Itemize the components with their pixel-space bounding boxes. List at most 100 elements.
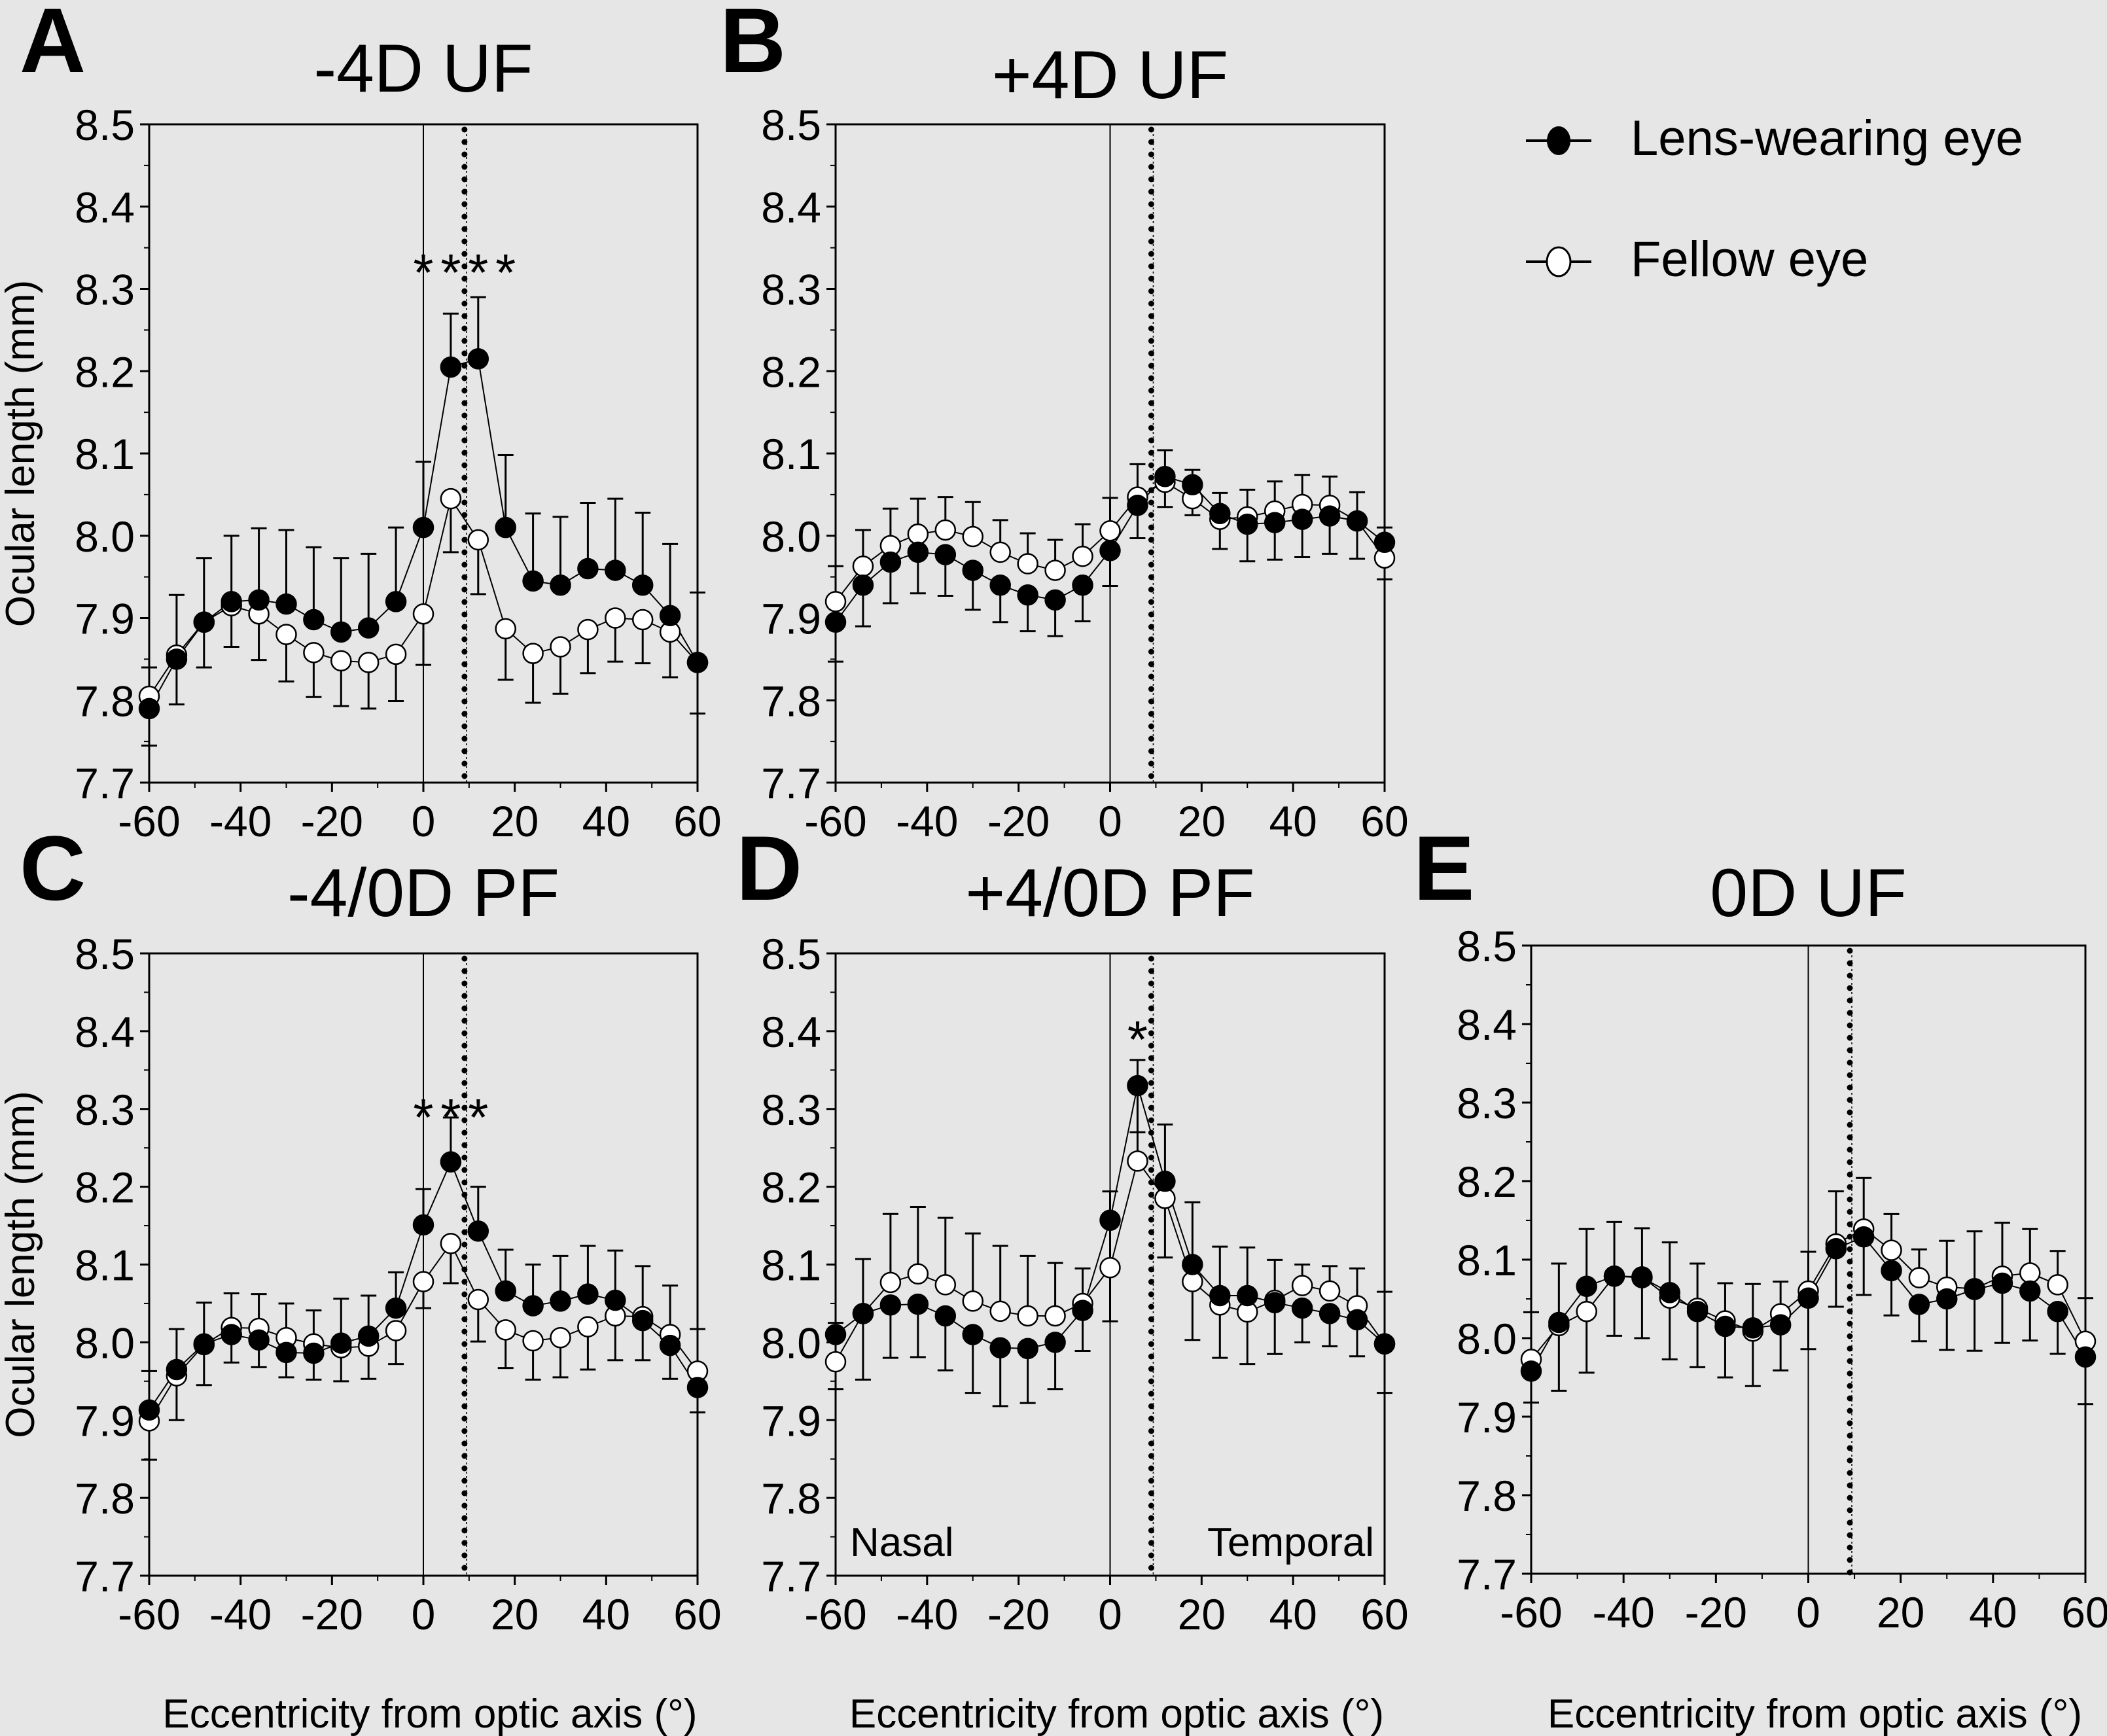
y-tick-label: 8.0 [1457, 1315, 1517, 1363]
data-point-fellow [1044, 1305, 1066, 1327]
data-point-lens [357, 617, 380, 639]
y-tick-label: 8.1 [75, 1241, 135, 1290]
panel-letter: D [736, 817, 802, 919]
nasal-label: Nasal [850, 1520, 954, 1565]
data-point-lens [550, 574, 571, 596]
data-point-lens [989, 574, 1011, 596]
x-tick-label: 60 [1360, 797, 1408, 845]
data-point-fellow [522, 1330, 544, 1352]
data-point-lens [1044, 589, 1066, 611]
data-point-fellow [303, 642, 325, 664]
y-tick-label: 8.3 [75, 1086, 135, 1134]
x-tick-label: -60 [118, 1590, 180, 1639]
data-point-lens [907, 541, 929, 563]
data-point-fellow [907, 523, 929, 545]
data-point-lens [1373, 531, 1396, 554]
data-point-lens [1825, 1237, 1847, 1260]
data-point-fellow [852, 556, 874, 577]
x-tick-label: -40 [209, 797, 272, 845]
x-tick-label: 40 [582, 1590, 630, 1639]
panel-title: -4D UF [313, 31, 533, 107]
panel-d: D +4/0D PF7.77.87.98.08.18.28.38.48.5-60-… [736, 817, 1409, 1736]
markers-lens-wearing [824, 1074, 1396, 1360]
data-point-fellow [934, 1274, 957, 1296]
data-point-lens [1797, 1287, 1819, 1309]
data-point-fellow [1576, 1300, 1597, 1322]
data-point-lens [1742, 1317, 1764, 1339]
data-point-lens [1991, 1272, 2013, 1294]
markers-lens-wearing [138, 348, 709, 720]
y-tick-label: 8.2 [75, 347, 135, 396]
y-tick-label: 8.4 [1457, 1001, 1517, 1049]
data-point-fellow [1319, 1280, 1341, 1302]
y-tick-label: 8.3 [75, 266, 135, 314]
data-point-lens [495, 1280, 516, 1302]
x-axis-label: Eccentricity from optic axis (°) [162, 1692, 697, 1736]
y-tick-label: 8.3 [761, 266, 821, 314]
panel-letter: B [720, 0, 786, 92]
x-tick-label: 40 [1269, 797, 1317, 845]
y-tick-label: 8.0 [761, 512, 821, 561]
data-point-fellow [2019, 1262, 2041, 1284]
significance-asterisk: * [440, 243, 461, 302]
data-point-lens [248, 1329, 270, 1351]
y-tick-label: 7.9 [761, 1396, 821, 1445]
data-point-lens [659, 1334, 681, 1356]
x-tick-label: -60 [1500, 1588, 1562, 1637]
data-point-fellow [1881, 1239, 1902, 1261]
data-point-fellow [934, 519, 957, 541]
data-point-lens [824, 611, 847, 633]
panel-letter: E [1413, 817, 1474, 919]
data-point-lens [275, 1341, 297, 1364]
data-point-lens [631, 574, 654, 596]
data-point-fellow [989, 541, 1011, 563]
data-point-lens [577, 558, 599, 580]
data-point-lens [1319, 505, 1341, 527]
x-tick-label: 40 [1969, 1588, 2017, 1637]
data-point-lens [193, 1333, 215, 1355]
y-tick-label: 8.4 [75, 1008, 135, 1056]
data-point-lens [1127, 1074, 1148, 1097]
data-point-fellow [412, 1271, 434, 1292]
panel-letter: A [20, 0, 86, 92]
data-point-lens [1936, 1288, 1958, 1310]
legend-item-fellow: Fellow eye [1526, 232, 1868, 287]
y-tick-label: 8.4 [761, 1008, 821, 1056]
markers-lens-wearing [824, 465, 1396, 633]
y-tick-label: 8.5 [761, 930, 821, 978]
data-point-fellow [440, 1233, 462, 1254]
temporal-label: Temporal [1207, 1520, 1374, 1565]
data-point-lens [852, 574, 874, 596]
data-point-fellow [440, 487, 462, 510]
data-point-lens [686, 1377, 709, 1398]
data-point-fellow [989, 1300, 1011, 1322]
data-point-lens [440, 1151, 462, 1173]
x-tick-label: -40 [896, 1590, 958, 1639]
y-tick-label: 8.5 [761, 101, 821, 149]
data-point-fellow [824, 591, 847, 612]
data-point-lens [577, 1283, 599, 1305]
y-tick-label: 7.7 [761, 759, 821, 807]
data-point-lens [659, 605, 681, 626]
panel-a: A -4D UF 7.7 7.8 7.9 8.0 8.1 8.2 8.3 8.4 8.5 -60 -40… [0, 0, 722, 845]
x-tick-label: 20 [491, 797, 539, 845]
y-tick-label: 8.3 [761, 1086, 821, 1134]
data-point-lens [1209, 503, 1231, 525]
y-tick-label: 8.4 [75, 183, 135, 232]
data-point-lens [1319, 1303, 1341, 1324]
data-point-lens [467, 348, 489, 370]
x-tick-label: 20 [1178, 797, 1226, 845]
data-point-lens [303, 609, 325, 631]
data-point-lens [1373, 1333, 1396, 1355]
data-point-lens [330, 621, 352, 643]
y-tick-label: 8.2 [75, 1163, 135, 1212]
data-point-fellow [605, 607, 626, 629]
panel-e: E 0D UF 7.7 7.8 7.9 8.0 8.1 8.2 8.3 8.4 8.5 -60 -40-… [1413, 817, 2107, 1736]
y-tick-label: 8.2 [1457, 1158, 1517, 1206]
legend-label-fellow: Fellow eye [1631, 232, 1868, 287]
y-tick-label: 8.1 [1457, 1236, 1517, 1284]
data-point-lens [605, 559, 626, 581]
data-point-lens [1881, 1260, 1902, 1282]
data-point-lens [522, 570, 544, 592]
